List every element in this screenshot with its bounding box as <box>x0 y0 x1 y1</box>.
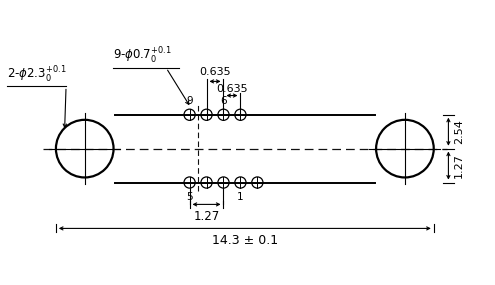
Text: 0.635: 0.635 <box>216 84 248 94</box>
Text: 9-$\phi$0.7$^{+0.1}_{0}$: 9-$\phi$0.7$^{+0.1}_{0}$ <box>113 46 171 66</box>
Text: 5: 5 <box>186 192 193 201</box>
Text: 2-$\phi$2.3$^{+0.1}_{0}$: 2-$\phi$2.3$^{+0.1}_{0}$ <box>7 65 67 85</box>
Text: 1: 1 <box>237 192 244 201</box>
Text: 1.27: 1.27 <box>194 210 220 223</box>
Text: 9: 9 <box>186 96 193 106</box>
Text: 1.27: 1.27 <box>454 153 464 178</box>
Text: 0.635: 0.635 <box>199 67 231 77</box>
Text: 2.54: 2.54 <box>454 119 464 144</box>
Text: 6: 6 <box>220 96 227 106</box>
Text: 14.3 ± 0.1: 14.3 ± 0.1 <box>212 234 278 247</box>
